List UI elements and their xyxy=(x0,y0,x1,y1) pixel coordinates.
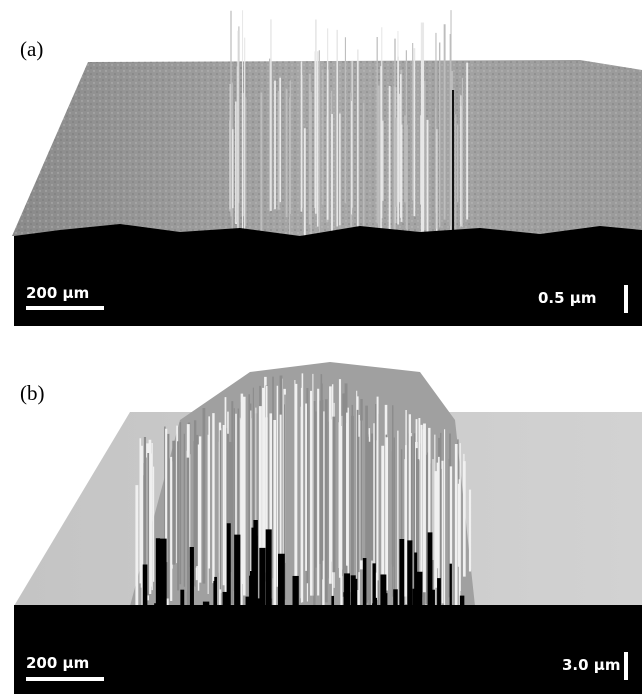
scale-bar xyxy=(26,306,104,310)
height-bar-label: 3.0 µm xyxy=(562,656,620,674)
panel-label: (b) xyxy=(20,381,45,405)
panel-b: (b) 200 µm 3.0 µm xyxy=(14,362,642,694)
figure: (a) 200 µm 0.5 µm (b) 200 µm 3.0 µm xyxy=(0,0,642,694)
scale-bar-label: 200 µm xyxy=(26,654,89,672)
height-bar xyxy=(624,285,628,313)
height-bar xyxy=(624,652,628,680)
base xyxy=(14,224,642,326)
page: (a) 200 µm 0.5 µm (b) 200 µm 3.0 µm (() … xyxy=(0,0,642,694)
panel-a: (a) 200 µm 0.5 µm xyxy=(12,10,642,326)
panel-label: (a) xyxy=(20,37,43,61)
base xyxy=(14,605,642,694)
height-bar-label: 0.5 µm xyxy=(538,289,596,307)
scale-bar-label: 200 µm xyxy=(26,284,89,302)
scale-bar xyxy=(26,677,104,681)
